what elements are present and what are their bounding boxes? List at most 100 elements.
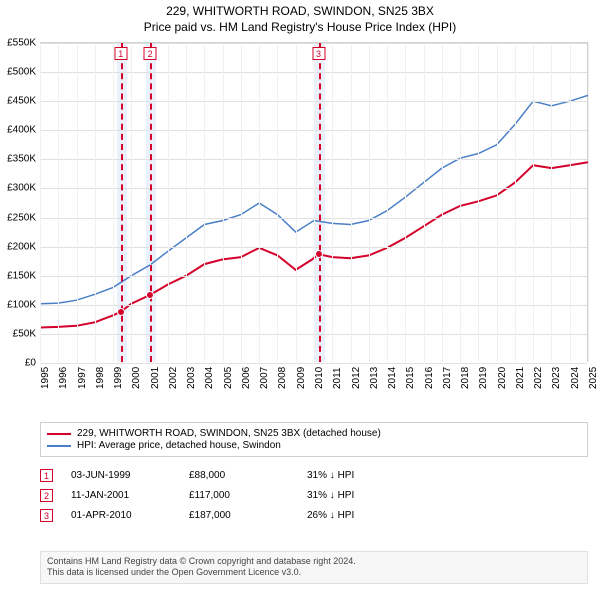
x-gridline [58,43,59,362]
data-point [315,250,323,258]
footer-line1: Contains HM Land Registry data © Crown c… [47,556,581,568]
transaction-price: £88,000 [189,470,289,481]
marker-badge: 1 [114,47,127,60]
transaction-table: 1 03-JUN-1999 £88,000 31% ↓ HPI 2 11-JAN-2001… [40,462,588,529]
x-gridline [40,43,41,362]
y-tick-label: £0 [0,358,36,369]
x-gridline [570,43,571,362]
y-tick-label: £200K [0,241,36,252]
data-point [117,308,125,316]
x-tick-label: 2017 [442,367,453,389]
x-tick-label: 2000 [131,367,142,389]
x-tick-label: 2022 [533,367,544,389]
chart: £0£50K£100K£150K£200K£250K£300K£350K£400… [40,42,588,387]
x-tick-label: 2023 [551,367,562,389]
title-address: 229, WHITWORTH ROAD, SWINDON, SN25 3BX [0,4,600,18]
legend-label: HPI: Average price, detached house, Swin… [77,440,281,451]
x-tick-label: 2004 [204,367,215,389]
x-tick-label: 2015 [405,367,416,389]
x-gridline [551,43,552,362]
x-tick-label: 2018 [460,367,471,389]
x-gridline [131,43,132,362]
transaction-row: 1 03-JUN-1999 £88,000 31% ↓ HPI [40,469,588,482]
transaction-price: £187,000 [189,510,289,521]
x-gridline [533,43,534,362]
x-tick-label: 2025 [588,367,599,389]
marker-badge: 3 [312,47,325,60]
x-tick-label: 1996 [58,367,69,389]
footer-attribution: Contains HM Land Registry data © Crown c… [40,551,588,584]
data-point [146,291,154,299]
transaction-delta: 31% ↓ HPI [307,490,407,501]
x-tick-label: 2011 [332,367,343,389]
x-tick-label: 2014 [387,367,398,389]
x-tick-label: 2024 [570,367,581,389]
x-tick-label: 1998 [95,367,106,389]
transaction-badge: 3 [40,509,53,522]
x-gridline [332,43,333,362]
x-gridline [442,43,443,362]
x-gridline [351,43,352,362]
x-gridline [588,43,589,362]
x-gridline [277,43,278,362]
transaction-date: 01-APR-2010 [71,510,171,521]
x-gridline [241,43,242,362]
footer-line2: This data is licensed under the Open Gov… [47,567,581,579]
x-tick-label: 2013 [369,367,380,389]
x-gridline [424,43,425,362]
x-gridline [186,43,187,362]
transaction-row: 301-APR-2010£187,00026% ↓ HPI [40,509,588,522]
x-tick-label: 2008 [277,367,288,389]
x-gridline [405,43,406,362]
transaction-date: 11-JAN-2001 [71,490,171,501]
x-tick-label: 2019 [478,367,489,389]
x-gridline [478,43,479,362]
legend-label: 229, WHITWORTH ROAD, SWINDON, SN25 3BX (… [77,428,381,439]
x-tick-label: 2006 [241,367,252,389]
x-gridline [259,43,260,362]
y-tick-label: £150K [0,270,36,281]
x-gridline [515,43,516,362]
y-tick-label: £250K [0,212,36,223]
transaction-price: £117,000 [189,490,289,501]
x-gridline [460,43,461,362]
legend: 229, WHITWORTH ROAD, SWINDON, SN25 3BX (… [40,422,588,457]
x-tick-label: 2009 [296,367,307,389]
legend-swatch [47,433,71,435]
x-gridline [223,43,224,362]
transaction-badge: 2 [40,489,53,502]
x-tick-label: 2010 [314,367,325,389]
x-gridline [369,43,370,362]
marker-line [150,43,152,362]
y-tick-label: £450K [0,96,36,107]
y-tick-label: £100K [0,299,36,310]
x-gridline [314,43,315,362]
x-gridline [168,43,169,362]
y-tick-label: £50K [0,328,36,339]
legend-row: 229, WHITWORTH ROAD, SWINDON, SN25 3BX (… [47,428,581,439]
marker-line [319,43,321,362]
title-block: 229, WHITWORTH ROAD, SWINDON, SN25 3BX P… [0,0,600,34]
legend-row: HPI: Average price, detached house, Swin… [47,440,581,451]
x-tick-label: 2007 [259,367,270,389]
y-tick-label: £400K [0,125,36,136]
y-gridline [40,363,587,364]
transaction-date: 03-JUN-1999 [71,470,171,481]
x-gridline [204,43,205,362]
page: 229, WHITWORTH ROAD, SWINDON, SN25 3BX P… [0,0,600,590]
x-gridline [387,43,388,362]
x-tick-label: 1997 [77,367,88,389]
x-tick-label: 1999 [113,367,124,389]
x-tick-label: 2021 [515,367,526,389]
x-tick-label: 2001 [150,367,161,389]
y-tick-label: £300K [0,183,36,194]
legend-swatch [47,445,71,447]
transaction-delta: 31% ↓ HPI [307,470,407,481]
y-tick-label: £350K [0,154,36,165]
plot-area: £0£50K£100K£150K£200K£250K£300K£350K£400… [40,42,588,362]
x-gridline [296,43,297,362]
x-gridline [497,43,498,362]
x-tick-label: 2012 [351,367,362,389]
y-tick-label: £500K [0,67,36,78]
transaction-badge: 1 [40,469,53,482]
